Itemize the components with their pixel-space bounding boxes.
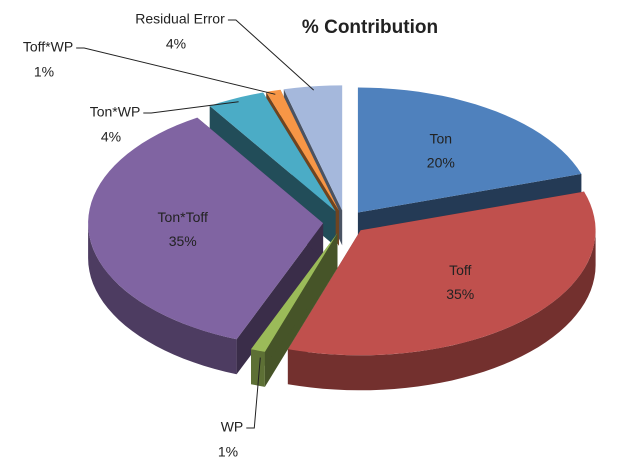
slice-label: WP	[221, 419, 244, 435]
slice-wall	[251, 233, 338, 385]
slice-top	[88, 117, 324, 340]
slice-value-label: 1%	[34, 64, 54, 80]
leader-line	[227, 19, 315, 91]
slice-value-label: 4%	[166, 36, 186, 52]
slice-label: Toff*WP	[23, 39, 73, 55]
slice-label: Ton	[430, 131, 453, 147]
slice-value-label: 4%	[101, 129, 121, 145]
slice-side	[251, 349, 265, 387]
leader-line	[76, 47, 276, 95]
slice-value-label: 35%	[446, 286, 474, 302]
slice-side	[88, 223, 237, 375]
slice-label: Ton*Toff	[158, 209, 208, 225]
slice-label: Toff	[449, 262, 471, 278]
pie-slice	[287, 191, 596, 391]
leader-line	[143, 101, 239, 114]
slice-label: Ton*WP	[90, 104, 141, 120]
slice-label: Residual Error	[135, 11, 225, 27]
slice-top	[209, 92, 336, 212]
slice-top	[287, 191, 596, 356]
pie-slice	[88, 117, 324, 375]
leader-line	[246, 357, 261, 429]
pie-slice	[251, 233, 338, 387]
slice-value-label: 20%	[427, 155, 455, 171]
slice-side	[287, 230, 596, 391]
slice-value-label: 1%	[218, 444, 238, 460]
slice-value-label: 35%	[169, 233, 197, 249]
slice-top	[283, 85, 343, 211]
chart-title: % Contribution	[302, 17, 438, 38]
slice-wall	[236, 223, 324, 375]
slice-top	[266, 89, 339, 211]
slice-top	[357, 87, 582, 213]
slice-top	[251, 233, 338, 352]
